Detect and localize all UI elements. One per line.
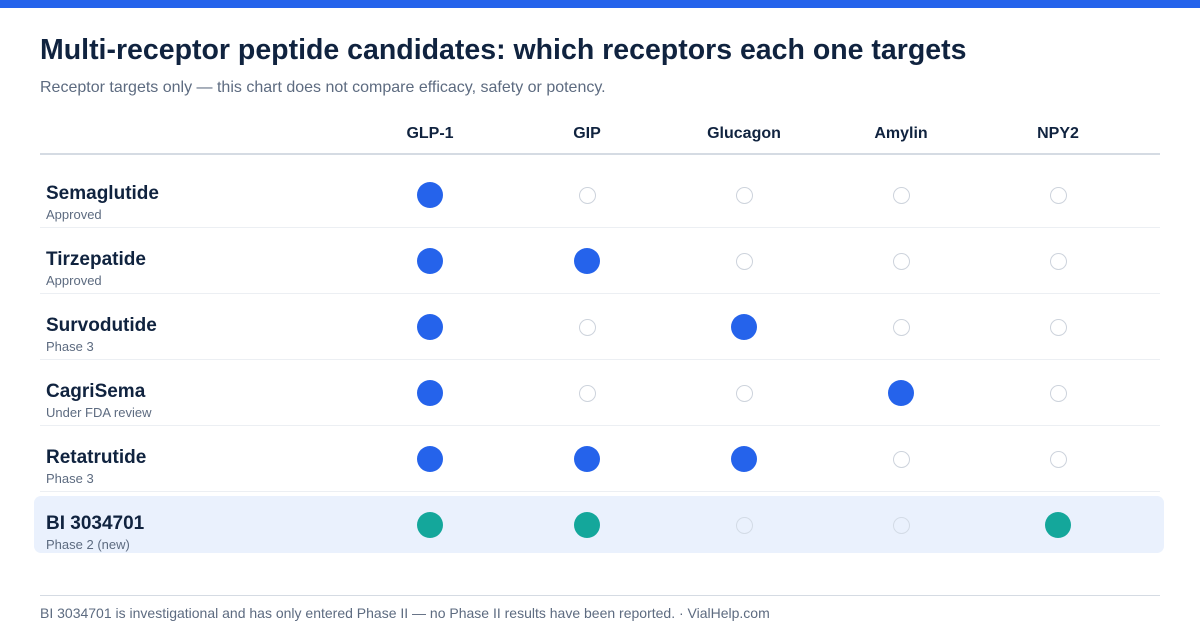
table-row: CagriSema Under FDA review (40, 360, 1160, 426)
target-dot-empty (1049, 384, 1067, 402)
target-dot-empty (892, 450, 910, 468)
target-dot-empty (578, 384, 596, 402)
column-header-gip: GIP (573, 125, 601, 142)
candidate-name: Semaglutide (46, 183, 159, 204)
table-row: Semaglutide Approved (40, 162, 1160, 228)
candidate-status: Approved (46, 273, 102, 288)
target-dot-empty (735, 186, 753, 204)
chart-subtitle: Receptor targets only — this chart does … (40, 79, 606, 96)
candidate-status: Phase 3 (46, 339, 94, 354)
row-divider (40, 425, 1160, 426)
candidate-name: Retatrutide (46, 447, 147, 468)
target-dot-empty (578, 186, 596, 204)
candidate-status: Approved (46, 207, 102, 222)
header-divider (40, 153, 1160, 155)
target-dot-filled (1045, 512, 1071, 538)
target-dot-empty (892, 516, 910, 534)
candidate-name: Survodutide (46, 315, 157, 336)
table-row: Retatrutide Phase 3 (40, 426, 1160, 492)
footer-divider (40, 595, 1160, 596)
target-dot-empty (1049, 252, 1067, 270)
target-dot-filled (417, 314, 443, 340)
row-divider (40, 293, 1160, 294)
target-dot-filled (731, 314, 757, 340)
target-dot-empty (735, 384, 753, 402)
target-dot-empty (735, 516, 753, 534)
row-divider (40, 227, 1160, 228)
target-dot-filled (417, 380, 443, 406)
target-dot-empty (1049, 450, 1067, 468)
top-accent-bar (0, 0, 1200, 8)
row-divider (40, 359, 1160, 360)
row-divider (40, 491, 1160, 492)
chart-title: Multi-receptor peptide candidates: which… (40, 34, 967, 66)
candidate-status: Under FDA review (46, 405, 152, 420)
column-header-glp-1: GLP-1 (406, 125, 454, 142)
candidate-status: Phase 3 (46, 471, 94, 486)
table-row: Tirzepatide Approved (40, 228, 1160, 294)
target-dot-filled (417, 248, 443, 274)
footer-note: BI 3034701 is investigational and has on… (40, 605, 770, 621)
target-dot-filled (574, 512, 600, 538)
candidate-name: BI 3034701 (46, 513, 145, 534)
column-header-npy2: NPY2 (1037, 125, 1079, 142)
target-dot-empty (1049, 186, 1067, 204)
table-row: BI 3034701 Phase 2 (new) (34, 492, 1164, 558)
target-dot-empty (578, 318, 596, 336)
column-header-glucagon: Glucagon (707, 125, 781, 142)
candidate-name: Tirzepatide (46, 249, 146, 270)
target-dot-filled (888, 380, 914, 406)
target-dot-filled (417, 182, 443, 208)
target-dot-empty (735, 252, 753, 270)
target-dot-filled (731, 446, 757, 472)
candidate-status: Phase 2 (new) (46, 537, 130, 552)
table-row: Survodutide Phase 3 (40, 294, 1160, 360)
target-dot-filled (417, 446, 443, 472)
target-dot-filled (417, 512, 443, 538)
target-dot-empty (892, 186, 910, 204)
candidate-name: CagriSema (46, 381, 146, 402)
target-dot-filled (574, 446, 600, 472)
target-dot-empty (892, 318, 910, 336)
target-dot-empty (892, 252, 910, 270)
target-dot-empty (1049, 318, 1067, 336)
column-header-amylin: Amylin (874, 125, 928, 142)
target-dot-filled (574, 248, 600, 274)
